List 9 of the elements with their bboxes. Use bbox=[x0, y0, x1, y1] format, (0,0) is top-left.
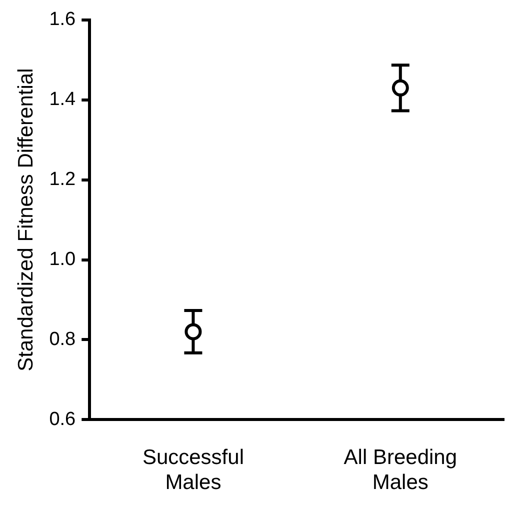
x-tick-label: Successful Males bbox=[142, 446, 244, 494]
y-tick-label: 1.0 bbox=[49, 248, 76, 270]
y-tick-label: 0.6 bbox=[49, 408, 76, 430]
x-tick-label: All Breeding Males bbox=[344, 446, 458, 494]
y-tick-label: 1.2 bbox=[49, 169, 76, 190]
y-tick-label: 0.8 bbox=[49, 328, 76, 350]
y-axis-title: Standardized Fitness Differential bbox=[14, 68, 38, 372]
y-tick-label: 1.6 bbox=[49, 9, 76, 30]
y-tick-label: 1.4 bbox=[49, 89, 76, 110]
